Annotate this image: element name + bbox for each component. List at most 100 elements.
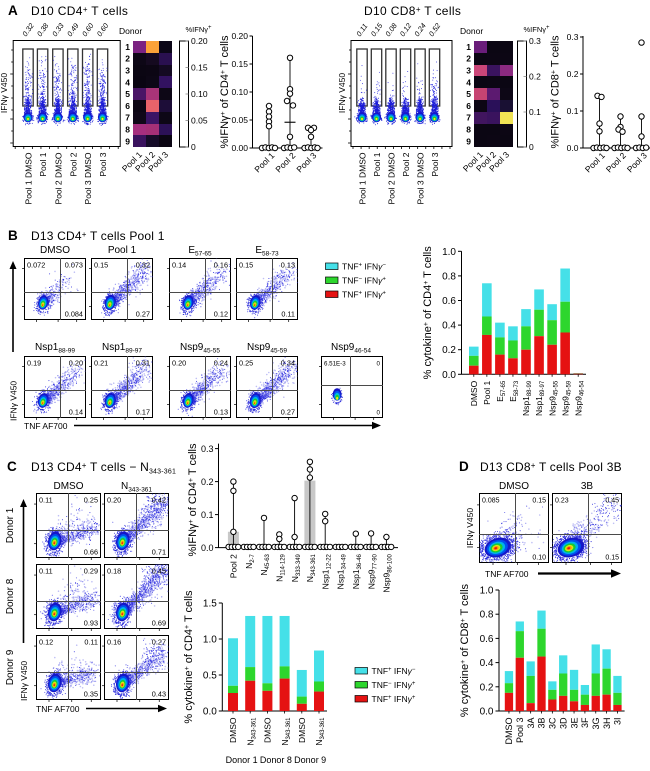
svg-text:3A: 3A bbox=[526, 718, 536, 729]
svg-text:TNF+​ IFNγ+​: TNF+​ IFNγ+​ bbox=[372, 694, 416, 704]
svg-text:N343-361​: N343-361​ bbox=[245, 717, 257, 746]
svg-text:7: 7 bbox=[125, 113, 130, 123]
svg-text:Pool 1: Pool 1 bbox=[372, 152, 382, 176]
svg-text:Donor: Donor bbox=[460, 26, 483, 36]
svg-text:0.42: 0.42 bbox=[152, 496, 166, 505]
svg-text:0.072: 0.072 bbox=[27, 261, 45, 270]
svg-text:4: 4 bbox=[125, 77, 130, 87]
svg-text:IFNγ V450: IFNγ V450 bbox=[0, 73, 9, 113]
svg-text:0: 0 bbox=[377, 361, 381, 368]
svg-text:3B: 3B bbox=[537, 718, 547, 729]
svg-text:0.0: 0.0 bbox=[203, 707, 217, 718]
svg-text:0.25: 0.25 bbox=[84, 496, 98, 505]
svg-text:0.27: 0.27 bbox=[281, 408, 295, 417]
svg-text:IFNγ V450: IFNγ V450 bbox=[465, 508, 475, 548]
svg-text:0.15: 0.15 bbox=[605, 555, 619, 562]
svg-text:Pool 1: Pool 1 bbox=[108, 245, 137, 256]
svg-text:Donor 9: Donor 9 bbox=[294, 755, 326, 765]
svg-text:0.2: 0.2 bbox=[442, 345, 456, 356]
svg-text:0.43: 0.43 bbox=[152, 690, 166, 699]
svg-text:D10 CD8+​ T cells: D10 CD8+​ T cells bbox=[364, 4, 461, 18]
svg-text:0.2: 0.2 bbox=[480, 682, 494, 693]
svg-text:Pool 1: Pool 1 bbox=[252, 150, 276, 174]
svg-text:3D: 3D bbox=[558, 717, 568, 729]
svg-text:Pool 1 DMSO: Pool 1 DMSO bbox=[24, 152, 34, 204]
svg-text:IFNγ V450: IFNγ V450 bbox=[9, 381, 19, 421]
svg-text:6: 6 bbox=[125, 101, 130, 111]
svg-text:0: 0 bbox=[529, 142, 534, 152]
svg-text:0.1: 0.1 bbox=[529, 107, 541, 117]
svg-text:0.15: 0.15 bbox=[239, 261, 253, 270]
svg-text:7: 7 bbox=[466, 113, 471, 123]
svg-text:0.14: 0.14 bbox=[172, 261, 186, 270]
svg-text:Nsp946-54​: Nsp946-54​ bbox=[331, 342, 371, 355]
svg-text:0.25: 0.25 bbox=[239, 359, 253, 368]
svg-text:D: D bbox=[459, 459, 469, 474]
svg-text:0.18: 0.18 bbox=[107, 567, 121, 576]
svg-text:N343-361​: N343-361​ bbox=[280, 717, 292, 746]
svg-text:0.073: 0.073 bbox=[65, 261, 83, 270]
svg-text:0.11: 0.11 bbox=[281, 310, 295, 319]
svg-text:Donor: Donor bbox=[119, 26, 142, 36]
svg-text:Donor 8: Donor 8 bbox=[260, 755, 292, 765]
svg-text:0.2: 0.2 bbox=[201, 477, 214, 487]
svg-text:N343-361​: N343-361​ bbox=[314, 717, 326, 746]
svg-text:0.0: 0.0 bbox=[201, 543, 214, 553]
svg-text:Pool 3 DMSO: Pool 3 DMSO bbox=[83, 152, 93, 204]
svg-text:Pool 2: Pool 2 bbox=[401, 152, 411, 176]
svg-text:0.60: 0.60 bbox=[95, 21, 111, 38]
svg-text:TNF AF700: TNF AF700 bbox=[36, 704, 80, 714]
svg-text:0.38: 0.38 bbox=[35, 21, 51, 39]
svg-text:0.16: 0.16 bbox=[214, 261, 228, 270]
svg-text:Donor 1: Donor 1 bbox=[226, 755, 258, 765]
svg-text:N2-7​: N2-7​ bbox=[244, 553, 256, 568]
svg-text:3C: 3C bbox=[548, 717, 558, 729]
svg-text:1: 1 bbox=[466, 42, 471, 52]
svg-text:0.27: 0.27 bbox=[152, 638, 166, 647]
svg-text:DMSO: DMSO bbox=[499, 481, 529, 492]
svg-text:D13 CD4+​ T cells Pool 1: D13 CD4+​ T cells Pool 1 bbox=[31, 229, 165, 243]
svg-text:Donor 8: Donor 8 bbox=[5, 578, 16, 614]
svg-text:0.5: 0.5 bbox=[203, 671, 217, 682]
svg-text:Pool 3: Pool 3 bbox=[625, 150, 649, 174]
svg-text:%IFNγ+​ of CD8+​ T cells: %IFNγ+​ of CD8+​ T cells bbox=[550, 35, 562, 148]
svg-text:0.12: 0.12 bbox=[39, 638, 53, 647]
svg-text:9: 9 bbox=[125, 136, 130, 146]
svg-text:2: 2 bbox=[466, 54, 471, 64]
svg-text:0.60: 0.60 bbox=[80, 21, 96, 38]
svg-text:Donor 9: Donor 9 bbox=[5, 649, 16, 685]
svg-text:0.16: 0.16 bbox=[107, 638, 121, 647]
svg-text:3B: 3B bbox=[581, 481, 594, 492]
svg-text:0.05: 0.05 bbox=[191, 116, 208, 126]
svg-text:3H: 3H bbox=[602, 718, 612, 730]
svg-text:Pool 3: Pool 3 bbox=[294, 150, 318, 174]
svg-text:IFNγ V450: IFNγ V450 bbox=[337, 73, 347, 113]
svg-text:E58-73​: E58-73​ bbox=[255, 245, 279, 258]
svg-text:TNF−​ IFNγ+​: TNF−​ IFNγ+​ bbox=[342, 276, 386, 286]
svg-text:0.32: 0.32 bbox=[20, 21, 36, 38]
svg-text:0.31: 0.31 bbox=[136, 359, 150, 368]
svg-text:0.52: 0.52 bbox=[427, 21, 443, 38]
svg-text:Nsp945-55​: Nsp945-55​ bbox=[180, 342, 220, 355]
svg-text:0.21: 0.21 bbox=[94, 359, 108, 368]
svg-text:1.0: 1.0 bbox=[442, 247, 456, 258]
svg-text:Pool 2: Pool 2 bbox=[273, 150, 297, 174]
svg-text:N343-361​: N343-361​ bbox=[121, 481, 152, 494]
svg-text:0.1: 0.1 bbox=[567, 106, 579, 116]
svg-text:0.29: 0.29 bbox=[84, 567, 98, 576]
svg-text:0.15: 0.15 bbox=[369, 21, 385, 39]
svg-text:0.0: 0.0 bbox=[480, 707, 494, 718]
svg-text:0.20: 0.20 bbox=[231, 31, 248, 41]
svg-text:TNF+​ IFNγ+​: TNF+​ IFNγ+​ bbox=[342, 290, 386, 300]
svg-text:0.0: 0.0 bbox=[442, 370, 456, 381]
svg-text:Pool 2 DMSO: Pool 2 DMSO bbox=[387, 152, 397, 204]
svg-text:5: 5 bbox=[125, 89, 130, 99]
svg-text:0.12: 0.12 bbox=[398, 21, 414, 38]
svg-text:N343-361​: N343-361​ bbox=[305, 553, 317, 582]
svg-text:0.71: 0.71 bbox=[152, 548, 166, 557]
svg-text:%IFNγ+​: %IFNγ+​ bbox=[524, 25, 551, 34]
svg-text:0.3: 0.3 bbox=[201, 444, 214, 454]
svg-text:0.3: 0.3 bbox=[567, 32, 579, 42]
svg-text:9: 9 bbox=[466, 136, 471, 146]
svg-text:Nsp136-46​: Nsp136-46​ bbox=[351, 553, 363, 589]
